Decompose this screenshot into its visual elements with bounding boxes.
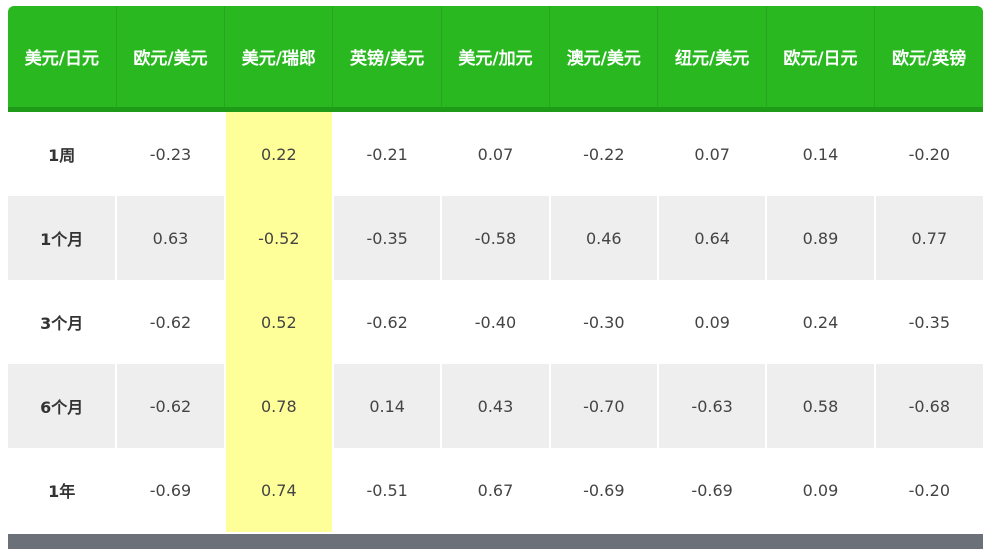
header-cell: 美元/瑞郎 bbox=[224, 6, 334, 112]
table-cell: 0.58 bbox=[766, 364, 876, 448]
table-cell: 0.67 bbox=[441, 448, 551, 532]
table-cell-highlighted: -0.52 bbox=[224, 196, 334, 280]
table-cell: -0.58 bbox=[441, 196, 551, 280]
table-cell: -0.40 bbox=[441, 280, 551, 364]
table-cell-highlighted: 0.74 bbox=[224, 448, 334, 532]
table-row: 3个月 -0.62 0.52 -0.62 -0.40 -0.30 0.09 0.… bbox=[8, 280, 983, 364]
table-cell-highlighted: 0.78 bbox=[224, 364, 334, 448]
table-cell: -0.69 bbox=[116, 448, 226, 532]
header-cell: 欧元/英镑 bbox=[874, 6, 983, 112]
table-cell: 0.09 bbox=[766, 448, 876, 532]
table-row: 1个月 0.63 -0.52 -0.35 -0.58 0.46 0.64 0.8… bbox=[8, 196, 983, 280]
table-cell: 0.64 bbox=[657, 196, 768, 280]
header-cell: 欧元/日元 bbox=[766, 6, 876, 112]
table-cell: -0.69 bbox=[549, 448, 659, 532]
table-cell: -0.68 bbox=[874, 364, 983, 448]
header-row: 美元/日元 欧元/美元 美元/瑞郎 英镑/美元 美元/加元 澳元/美元 纽元/美… bbox=[8, 6, 983, 112]
row-label: 3个月 bbox=[8, 280, 118, 364]
row-label: 1个月 bbox=[8, 196, 118, 280]
table-cell: -0.51 bbox=[332, 448, 443, 532]
table-cell: -0.70 bbox=[549, 364, 659, 448]
table-cell: -0.20 bbox=[908, 144, 951, 164]
table-cell: -0.63 bbox=[657, 364, 768, 448]
header-cell: 美元/加元 bbox=[441, 6, 551, 112]
row-label: 6个月 bbox=[8, 364, 118, 448]
bottom-bar bbox=[8, 534, 983, 549]
table-cell: -0.62 bbox=[116, 364, 226, 448]
table-cell: 0.14 bbox=[332, 364, 443, 448]
header-cell: 纽元/美元 bbox=[657, 6, 767, 112]
table-cell: 0.43 bbox=[441, 364, 551, 448]
row-label: 1周 bbox=[8, 109, 118, 196]
table-cell: -0.69 bbox=[657, 448, 768, 532]
correlation-table: 美元/日元 欧元/美元 美元/瑞郎 英镑/美元 美元/加元 澳元/美元 纽元/美… bbox=[8, 6, 983, 532]
table-cell: -0.30 bbox=[549, 280, 659, 364]
table-cell: 0.09 bbox=[657, 280, 768, 364]
table-cell: -0.23 bbox=[116, 109, 226, 196]
header-cell: 澳元/美元 bbox=[549, 6, 659, 112]
table-row: 1年 -0.69 0.74 -0.51 0.67 -0.69 -0.69 0.0… bbox=[8, 448, 983, 532]
table-cell: 0.77 bbox=[874, 196, 983, 280]
table-cell: 0.89 bbox=[766, 196, 876, 280]
table-cell-highlighted: 0.52 bbox=[224, 280, 334, 364]
table-cell: -0.22 bbox=[549, 109, 659, 196]
table-cell: -0.35 bbox=[908, 312, 951, 332]
table-cell: 0.07 bbox=[657, 109, 768, 196]
row-label: 1年 bbox=[8, 448, 118, 532]
header-cell: 欧元/美元 bbox=[116, 6, 226, 112]
table-row: 6个月 -0.62 0.78 0.14 0.43 -0.70 -0.63 0.5… bbox=[8, 364, 983, 448]
table-cell: -0.62 bbox=[116, 280, 226, 364]
table-cell: 0.07 bbox=[441, 109, 551, 196]
table-cell: 0.63 bbox=[116, 196, 226, 280]
table-cell: 0.46 bbox=[549, 196, 659, 280]
header-cell: 英镑/美元 bbox=[332, 6, 442, 112]
table-cell: 0.14 bbox=[766, 109, 876, 196]
table-cell: -0.62 bbox=[332, 280, 443, 364]
table-cell: -0.21 bbox=[332, 109, 443, 196]
correlation-table-container: 美元/日元 欧元/美元 美元/瑞郎 英镑/美元 美元/加元 澳元/美元 纽元/美… bbox=[8, 6, 983, 532]
table-cell: -0.20 bbox=[908, 480, 951, 500]
table-cell: -0.35 bbox=[332, 196, 443, 280]
table-cell-highlighted: 0.22 bbox=[224, 109, 334, 196]
table-row: 1周 -0.23 0.22 -0.21 0.07 -0.22 0.07 0.14… bbox=[8, 109, 983, 196]
table-cell: 0.24 bbox=[766, 280, 876, 364]
header-cell: 美元/日元 bbox=[8, 6, 117, 112]
